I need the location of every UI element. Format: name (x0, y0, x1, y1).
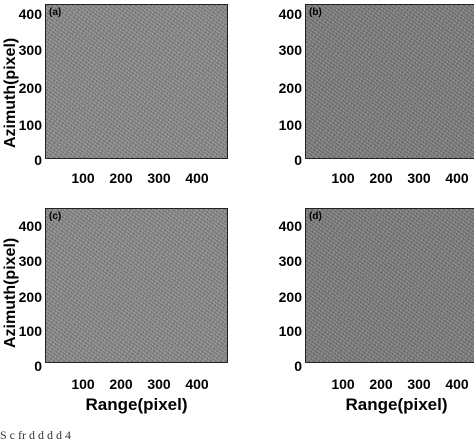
x-tick-label: 200 (109, 170, 133, 186)
x-axis-label-right: Range(pixel) (345, 395, 448, 414)
panel-b-image: (b) (305, 4, 474, 159)
x-tick-label: 100 (71, 376, 95, 392)
y-tick-label: 0 (294, 358, 302, 374)
y-axis-label-top: Azimuth(pixel) (2, 37, 19, 148)
x-tick-label: 400 (445, 170, 469, 186)
y-tick-label: 300 (278, 42, 302, 58)
x-tick-label: 300 (407, 170, 431, 186)
y-tick-label: 100 (18, 117, 42, 133)
x-tick-label: 100 (71, 170, 95, 186)
x-tick-label: 300 (407, 376, 431, 392)
y-tick-label: 100 (18, 323, 42, 339)
y-tick-label: 0 (34, 152, 42, 168)
x-tick-label: 300 (147, 376, 171, 392)
x-tick-label: 200 (369, 376, 393, 392)
panel-a-tag: (a) (49, 7, 62, 18)
y-tick-label: 100 (278, 323, 302, 339)
x-tick-label: 400 (445, 376, 469, 392)
y-tick-label: 400 (278, 218, 302, 234)
panel-b-tag: (b) (309, 7, 322, 18)
x-tick-label: 100 (331, 376, 355, 392)
y-tick-label: 200 (18, 289, 42, 305)
y-tick-label: 300 (18, 42, 42, 58)
y-tick-label: 400 (278, 6, 302, 22)
y-tick-label: 100 (278, 117, 302, 133)
x-tick-label: 300 (147, 170, 171, 186)
y-tick-label: 0 (294, 152, 302, 168)
panel-c-image: (c) (45, 208, 228, 363)
x-tick-label: 100 (331, 170, 355, 186)
y-tick-label: 200 (18, 80, 42, 96)
panel-d-image: (d) (305, 208, 474, 363)
panel-a-image: (a) (45, 4, 228, 159)
y-tick-label: 200 (278, 80, 302, 96)
x-axis-label-left: Range(pixel) (85, 395, 188, 414)
x-tick-label: 400 (185, 376, 209, 392)
y-tick-label: 0 (34, 358, 42, 374)
x-tick-label: 400 (185, 170, 209, 186)
y-tick-label: 200 (278, 289, 302, 305)
x-tick-label: 200 (369, 170, 393, 186)
y-tick-label: 300 (278, 253, 302, 269)
panel-d-tag: (d) (309, 211, 322, 222)
y-tick-label: 400 (18, 218, 42, 234)
panel-c-tag: (c) (49, 211, 62, 222)
y-tick-label: 300 (18, 253, 42, 269)
y-axis-label-bottom: Azimuth(pixel) (2, 237, 19, 348)
y-tick-label: 400 (18, 6, 42, 22)
figure-caption: S c fr d d d d 4 (0, 428, 71, 442)
x-tick-label: 200 (109, 376, 133, 392)
